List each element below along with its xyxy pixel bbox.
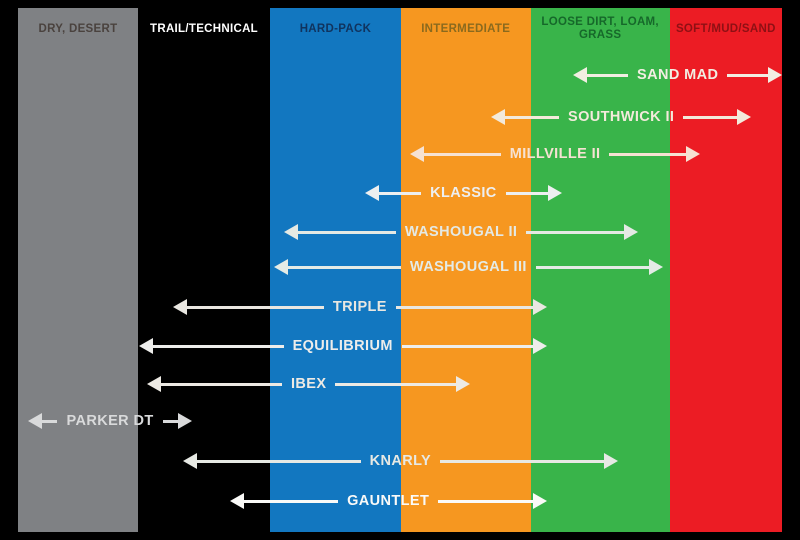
arrow-shaft-right bbox=[440, 459, 604, 463]
arrow-right-icon bbox=[456, 376, 471, 392]
arrow-right-icon bbox=[624, 224, 639, 240]
arrow-left-icon bbox=[229, 493, 244, 509]
tire-name-label: KNARLY bbox=[369, 452, 432, 469]
terrain-header-label: HARD-PACK bbox=[299, 22, 372, 35]
terrain-column-hard-pack bbox=[270, 8, 401, 532]
tire-name-label: MILLVILLE II bbox=[509, 145, 601, 162]
arrow-right-icon bbox=[532, 493, 547, 509]
arrow-left-icon bbox=[183, 453, 198, 469]
terrain-header-label: INTERMEDIATE bbox=[421, 22, 511, 35]
arrow-shaft-left bbox=[297, 230, 396, 234]
arrow-shaft-right bbox=[162, 419, 179, 423]
arrow-right-icon bbox=[686, 146, 701, 162]
tire-range-washougal-ii[interactable]: WASHOUGAL II bbox=[283, 221, 639, 243]
arrow-left-icon bbox=[173, 299, 188, 315]
arrow-right-icon bbox=[532, 299, 547, 315]
tire-range-ibex[interactable]: IBEX bbox=[147, 373, 471, 395]
tire-range-triple[interactable]: TRIPLE bbox=[173, 296, 547, 318]
terrain-header-label: SOFT/MUD/SAND bbox=[675, 22, 776, 35]
terrain-column-loose-dirt-loam-grass bbox=[530, 8, 670, 532]
tire-range-knarly[interactable]: KNARLY bbox=[183, 450, 618, 472]
tire-name-label: KLASSIC bbox=[430, 184, 497, 201]
arrow-shaft-left bbox=[423, 152, 501, 156]
arrow-left-icon bbox=[147, 376, 162, 392]
arrow-left-icon bbox=[283, 224, 298, 240]
arrow-shaft-left bbox=[161, 382, 282, 386]
terrain-header-hard-pack[interactable]: HARD-PACK bbox=[270, 8, 401, 50]
arrow-left-icon bbox=[364, 185, 379, 201]
arrow-shaft-left bbox=[287, 265, 401, 269]
tire-range-millville-ii[interactable]: MILLVILLE II bbox=[409, 143, 701, 165]
tire-name-label: TRIPLE bbox=[332, 298, 387, 315]
terrain-header-dry-desert[interactable]: DRY, DESERT bbox=[18, 8, 138, 50]
arrow-right-icon bbox=[532, 338, 547, 354]
tire-name-label: IBEX bbox=[290, 375, 327, 392]
tire-name-label: SAND MAD bbox=[637, 66, 719, 83]
tire-name-label: WASHOUGAL II bbox=[404, 223, 518, 240]
arrow-left-icon bbox=[490, 109, 505, 125]
arrow-shaft-right bbox=[395, 305, 533, 309]
terrain-column-trail-technical bbox=[137, 8, 271, 532]
tire-name-label: GAUNTLET bbox=[347, 492, 430, 509]
terrain-header-soft-mud-sand[interactable]: SOFT/MUD/SAND bbox=[670, 8, 782, 50]
arrow-shaft-left bbox=[41, 419, 58, 423]
terrain-header-label: DRY, DESERT bbox=[38, 22, 118, 35]
arrow-left-icon bbox=[273, 259, 288, 275]
arrow-right-icon bbox=[547, 185, 562, 201]
arrow-right-icon bbox=[603, 453, 618, 469]
arrow-shaft-left bbox=[187, 305, 324, 309]
arrow-shaft-right bbox=[727, 73, 768, 77]
arrow-shaft-right bbox=[683, 115, 738, 119]
tire-range-washougal-iii[interactable]: WASHOUGAL III bbox=[273, 256, 663, 278]
terrain-header-intermediate[interactable]: INTERMEDIATE bbox=[401, 8, 531, 50]
arrow-shaft-right bbox=[526, 230, 625, 234]
tire-range-parker-dt[interactable]: PARKER DT bbox=[27, 410, 193, 432]
terrain-header-label: LOOSE DIRT, LOAM, GRASS bbox=[541, 16, 659, 41]
terrain-header-trail-technical[interactable]: TRAIL/TECHNICAL bbox=[138, 8, 270, 50]
arrow-right-icon bbox=[178, 413, 193, 429]
arrow-right-icon bbox=[737, 109, 752, 125]
tire-name-label: PARKER DT bbox=[66, 412, 154, 429]
tire-range-klassic[interactable]: KLASSIC bbox=[364, 182, 562, 204]
arrow-left-icon bbox=[138, 338, 153, 354]
tire-range-equilibrium[interactable]: EQUILIBRIUM bbox=[138, 335, 547, 357]
arrow-shaft-left bbox=[587, 73, 629, 77]
arrow-shaft-right bbox=[535, 265, 649, 269]
arrow-right-icon bbox=[648, 259, 663, 275]
arrow-right-icon bbox=[767, 67, 782, 83]
arrow-shaft-left bbox=[243, 499, 339, 503]
arrow-shaft-left bbox=[152, 344, 284, 348]
tire-name-label: WASHOUGAL III bbox=[409, 258, 527, 275]
arrow-shaft-right bbox=[401, 344, 533, 348]
arrow-shaft-right bbox=[335, 382, 457, 386]
arrow-left-icon bbox=[27, 413, 42, 429]
terrain-column-intermediate bbox=[400, 8, 531, 532]
terrain-header-loose-dirt-loam-grass[interactable]: LOOSE DIRT, LOAM, GRASS bbox=[531, 8, 670, 50]
tire-range-southwick-ii[interactable]: SOUTHWICK II bbox=[490, 106, 752, 128]
arrow-shaft-left bbox=[197, 459, 361, 463]
terrain-header-band: DRY, DESERT TRAIL/TECHNICAL HARD-PACK INTER… bbox=[18, 8, 782, 50]
arrow-left-icon bbox=[573, 67, 588, 83]
arrow-shaft-right bbox=[438, 499, 533, 503]
terrain-column-dry-desert bbox=[18, 8, 138, 532]
arrow-shaft-right bbox=[505, 191, 548, 195]
terrain-column-backgrounds bbox=[18, 8, 782, 532]
tire-range-gauntlet[interactable]: GAUNTLET bbox=[229, 490, 547, 512]
arrow-left-icon bbox=[409, 146, 424, 162]
tire-name-label: EQUILIBRIUM bbox=[292, 337, 393, 354]
arrow-shaft-left bbox=[378, 191, 422, 195]
tire-name-label: SOUTHWICK II bbox=[568, 108, 675, 125]
tire-range-sand-mad[interactable]: SAND MAD bbox=[573, 64, 782, 86]
terrain-column-soft-mud-sand bbox=[669, 8, 782, 532]
arrow-shaft-right bbox=[609, 152, 687, 156]
terrain-header-label: TRAIL/TECHNICAL bbox=[150, 22, 259, 35]
arrow-shaft-left bbox=[504, 115, 560, 119]
